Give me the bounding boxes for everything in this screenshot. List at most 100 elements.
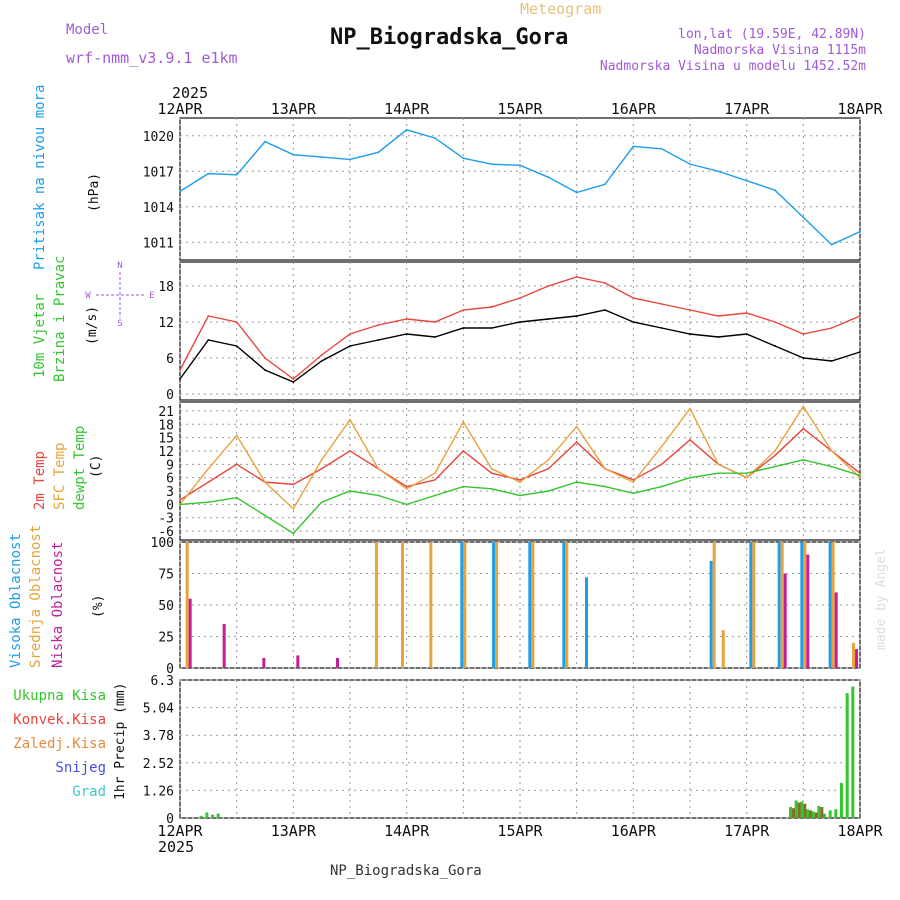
bar-mark	[777, 542, 781, 668]
series-point	[547, 318, 550, 320]
series-point	[490, 306, 493, 308]
series-point	[207, 315, 210, 317]
bar-mark	[401, 542, 404, 668]
series-point	[575, 481, 578, 484]
series-point	[207, 501, 210, 504]
series-point	[179, 378, 181, 380]
series-point	[377, 339, 380, 341]
bar-mark	[851, 686, 855, 818]
y-tick-label: 25	[158, 631, 174, 646]
series-point	[320, 360, 323, 362]
bar-mark	[800, 542, 804, 668]
bar-mark	[823, 813, 826, 818]
series-point	[434, 472, 436, 475]
series-point	[462, 309, 465, 311]
series-point	[292, 532, 295, 535]
series-point	[207, 481, 210, 484]
series-point	[547, 467, 550, 470]
series-point	[320, 501, 323, 504]
bar-mark	[852, 642, 856, 668]
bar-mark	[834, 809, 838, 818]
series-point	[802, 216, 805, 219]
series-point	[349, 490, 351, 492]
series-point	[320, 156, 323, 158]
series-point	[235, 463, 238, 466]
y-tick-label: 3.78	[143, 729, 174, 744]
series-point	[405, 503, 408, 506]
series-point	[632, 297, 635, 299]
series-point	[802, 357, 805, 359]
series-point	[349, 158, 351, 161]
series-point	[490, 487, 493, 490]
precip-legend-entry: Ukupna Kisa	[13, 688, 106, 704]
series-point	[462, 450, 465, 452]
bottom-date-label: 13APR	[271, 822, 317, 840]
series-point	[547, 176, 550, 179]
series-point	[405, 487, 408, 490]
series-point	[660, 303, 663, 305]
series-point	[292, 378, 295, 380]
cloud-ylabel-3: Niska Oblacnost	[50, 542, 66, 668]
series-point	[519, 297, 521, 299]
top-date-label: 13APR	[271, 100, 317, 118]
plot-frame	[179, 679, 861, 819]
series-point	[405, 318, 408, 320]
y-tick-label: -3	[158, 512, 174, 527]
series-point	[235, 321, 238, 323]
series-point	[434, 336, 436, 338]
bar-mark	[374, 542, 378, 668]
bottom-date-label: 16APR	[611, 822, 657, 840]
series-point	[462, 421, 465, 423]
temp-ylabel-2: SFC Temp	[52, 443, 68, 510]
series-point	[859, 472, 861, 475]
bar-mark	[794, 800, 798, 818]
bar-mark	[797, 802, 801, 818]
series-point	[264, 140, 266, 143]
top-date-label: 17APR	[724, 100, 770, 118]
bar-mark	[792, 808, 795, 818]
series-point	[745, 312, 748, 314]
elevation-text: Nadmorska Visina 1115m	[694, 43, 866, 58]
series-point	[717, 170, 720, 173]
series-point	[774, 454, 776, 457]
bar-mark	[803, 803, 807, 818]
y-tick-label: 100	[151, 536, 174, 551]
series-point	[519, 481, 521, 484]
series-point	[859, 351, 861, 353]
series-point	[349, 418, 351, 421]
series-point	[604, 282, 606, 284]
temp-ylabel-1: 2m Temp	[32, 451, 48, 510]
series-point	[292, 483, 295, 486]
series-point	[717, 336, 720, 338]
bar-mark	[721, 630, 725, 668]
series-point	[179, 499, 181, 501]
series-point	[490, 163, 493, 166]
bar-mark	[565, 542, 569, 668]
series-point	[349, 333, 351, 335]
series-point	[462, 327, 465, 329]
y-tick-label: 1011	[143, 236, 174, 251]
bar-mark	[336, 657, 339, 668]
series-point	[660, 327, 663, 329]
y-tick-label: 0	[166, 388, 174, 403]
station-title: NP_Biogradska_Gora	[330, 25, 568, 50]
model-label: Model	[66, 22, 108, 38]
bar-mark	[188, 598, 192, 668]
bar-mark	[811, 811, 815, 818]
series-point	[547, 285, 550, 287]
bottom-date-axis: 12APR 13APR 14APR 15APR 16APR 17APR 18APR	[157, 822, 883, 840]
series-point	[320, 458, 323, 461]
plot-frame	[179, 117, 861, 261]
series-point	[575, 315, 578, 317]
series-point	[320, 467, 323, 470]
bar-mark	[749, 542, 753, 668]
plot-frame	[179, 541, 861, 669]
year-bottom: 2025	[158, 838, 194, 856]
bar-mark	[205, 812, 209, 818]
bar-mark	[429, 542, 433, 668]
footer-title: NP_Biogradska_Gora	[330, 863, 482, 879]
series-point	[490, 467, 493, 470]
wind-panel: 0 6 12 18	[158, 261, 861, 403]
compass-w: W	[85, 291, 91, 301]
precip-panel: 0 1.26 2.52 3.78 5.04 6.3	[143, 674, 861, 827]
